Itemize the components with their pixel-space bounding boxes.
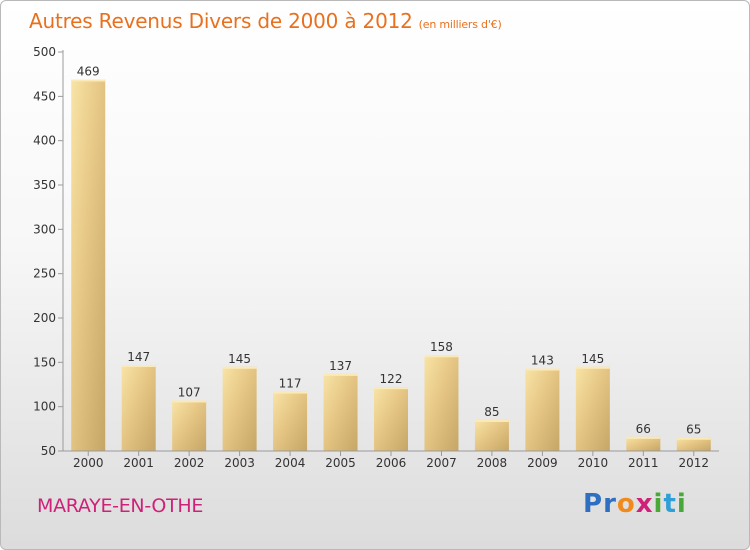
y-tick-label: 150 xyxy=(33,355,56,369)
bars-group: 469 147 107 145 117 137 122 158 85 143 145 66 65 xyxy=(71,64,711,451)
data-label: 143 xyxy=(531,354,554,368)
data-label: 65 xyxy=(686,423,701,437)
bar-2001 xyxy=(121,364,156,451)
x-tick-label: 2011 xyxy=(628,456,659,470)
bar-2010 xyxy=(575,366,610,451)
data-label: 147 xyxy=(127,350,150,364)
y-tick-label: 300 xyxy=(33,222,56,236)
data-label: 137 xyxy=(329,359,352,373)
bar-2006 xyxy=(374,387,408,451)
bar-2012 xyxy=(676,437,711,451)
bar-2004 xyxy=(273,391,308,451)
data-label: 85 xyxy=(484,405,499,419)
proxiti-logo: Proxiti xyxy=(583,489,687,519)
bar-top-highlight xyxy=(222,366,257,369)
y-tick-label: 100 xyxy=(33,400,56,414)
bar-top-highlight xyxy=(676,437,711,440)
bar-2002 xyxy=(172,400,207,451)
bar-top-highlight xyxy=(172,400,207,403)
x-tick-label: 2009 xyxy=(527,456,558,470)
y-tick-label: 200 xyxy=(33,311,56,325)
bar-2008 xyxy=(474,419,509,451)
bar-top-highlight xyxy=(575,366,610,369)
data-label: 122 xyxy=(380,372,403,386)
bar-top-highlight xyxy=(323,373,358,376)
data-label: 469 xyxy=(77,64,100,78)
bar-top-highlight xyxy=(424,355,459,358)
bar-2003 xyxy=(222,366,257,451)
x-tick-label: 2010 xyxy=(578,456,609,470)
x-tick-label: 2000 xyxy=(73,456,104,470)
bar-2009 xyxy=(525,368,560,451)
y-tick-label: 50 xyxy=(41,444,56,458)
y-axis: 50 100 150 200 250 300 350 400 450 500 xyxy=(33,45,64,458)
bar-top-highlight xyxy=(525,368,560,371)
chart-title-text: Autres Revenus Divers de 2000 à 2012 xyxy=(29,9,413,33)
bar-2007 xyxy=(424,355,459,451)
y-tick-label: 350 xyxy=(33,178,56,192)
y-tick-label: 500 xyxy=(33,45,56,59)
bar-top-highlight xyxy=(626,436,661,439)
bar-top-highlight xyxy=(374,387,408,390)
bar-top-highlight xyxy=(474,419,509,422)
data-label: 145 xyxy=(581,352,604,366)
bar-2000 xyxy=(71,79,106,451)
bar-top-highlight xyxy=(71,79,106,82)
chart-subtitle: (en milliers d'€) xyxy=(418,18,502,31)
x-tick-label: 2003 xyxy=(224,456,255,470)
chart-title: Autres Revenus Divers de 2000 à 2012 (en … xyxy=(29,9,502,33)
data-label: 145 xyxy=(228,352,251,366)
x-tick-label: 2008 xyxy=(477,456,508,470)
x-tick-label: 2001 xyxy=(123,456,154,470)
bar-top-highlight xyxy=(121,364,156,367)
data-label: 107 xyxy=(178,385,201,399)
x-tick-label: 2002 xyxy=(174,456,205,470)
x-tick-label: 2007 xyxy=(426,456,457,470)
bar-2011 xyxy=(626,436,661,451)
y-tick-label: 450 xyxy=(33,89,56,103)
x-axis: 2000 2001 2002 2003 2004 2005 2006 2007 2008 2009… xyxy=(63,450,719,470)
data-label: 158 xyxy=(430,340,453,354)
y-tick-label: 250 xyxy=(33,267,56,281)
bar-2005 xyxy=(323,373,358,451)
data-label: 117 xyxy=(279,377,302,391)
data-label: 66 xyxy=(636,422,651,436)
x-tick-label: 2005 xyxy=(325,456,356,470)
x-tick-label: 2012 xyxy=(678,456,709,470)
x-tick-label: 2006 xyxy=(376,456,407,470)
y-tick-label: 400 xyxy=(33,134,56,148)
x-tick-label: 2004 xyxy=(275,456,306,470)
town-name: MARAYE-EN-OTHE xyxy=(37,495,204,517)
bar-top-highlight xyxy=(273,391,308,394)
